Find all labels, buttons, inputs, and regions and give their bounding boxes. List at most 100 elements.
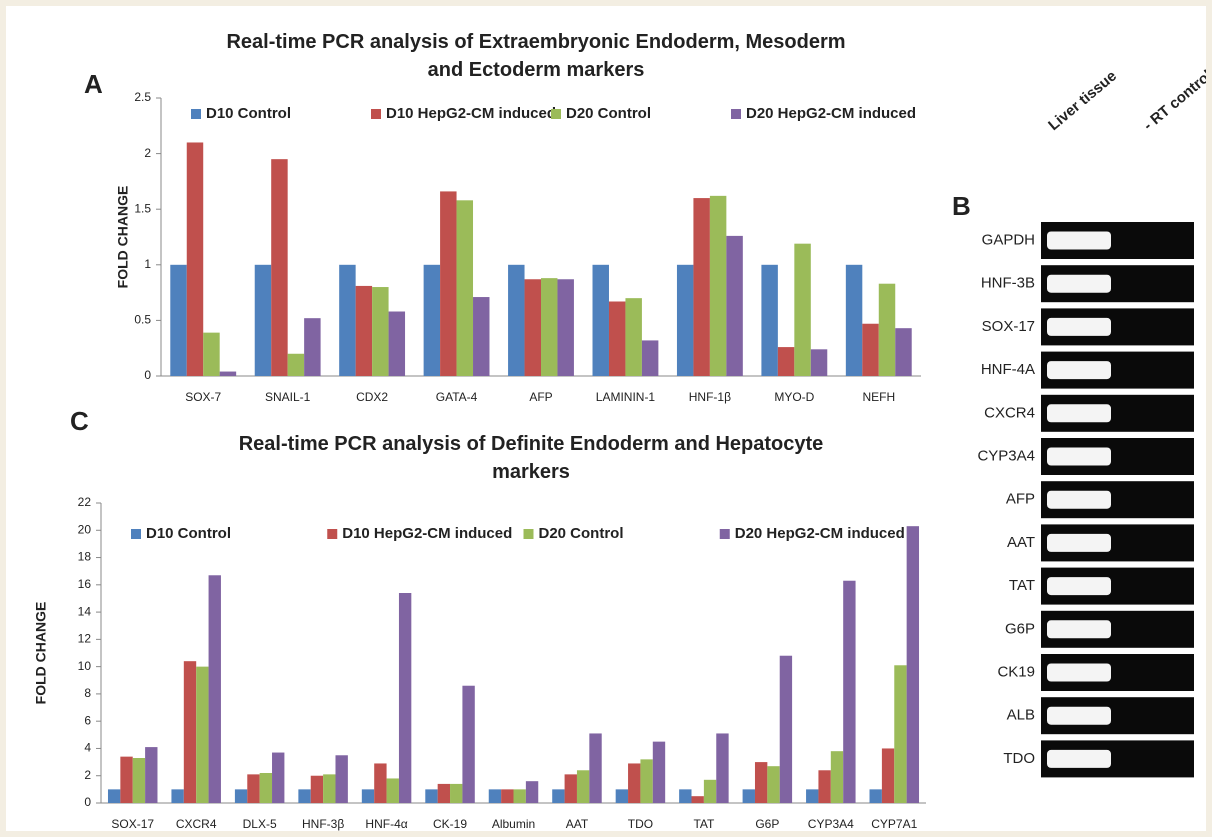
gel-row-label: ALB — [1007, 707, 1035, 724]
x-tick-label: MYO-D — [774, 390, 814, 404]
gel-band — [1047, 448, 1111, 466]
bar — [794, 244, 810, 376]
bar — [304, 318, 320, 376]
x-tick-label: GATA-4 — [436, 390, 478, 404]
legend-swatch — [524, 529, 534, 539]
gel-row-label: SOX-17 — [982, 318, 1035, 335]
bar — [628, 763, 640, 803]
bar — [640, 759, 652, 803]
bar — [526, 781, 538, 803]
panel-label: C — [70, 406, 89, 436]
bar — [743, 789, 755, 803]
bar — [541, 278, 557, 376]
y-tick-label: 6 — [84, 713, 91, 727]
bar — [374, 763, 386, 803]
bar — [677, 265, 693, 376]
gel-column-label: - RT control — [1140, 67, 1212, 134]
bar — [145, 747, 157, 803]
bar — [780, 656, 792, 803]
bar — [846, 265, 862, 376]
bar — [209, 575, 221, 803]
gel-row-label: G6P — [1005, 620, 1035, 637]
y-tick-label: 0 — [84, 795, 91, 809]
bar — [171, 789, 183, 803]
x-tick-label: LAMININ-1 — [596, 390, 656, 404]
x-tick-label: NEFH — [862, 390, 895, 404]
gel-band — [1047, 534, 1111, 552]
bar — [557, 279, 573, 376]
bar — [339, 265, 355, 376]
bar — [220, 372, 236, 376]
bar — [616, 789, 628, 803]
bar — [399, 593, 411, 803]
bar — [882, 748, 894, 803]
panel-label: B — [952, 191, 971, 221]
bar — [679, 789, 691, 803]
bar — [170, 265, 186, 376]
gel-band — [1047, 404, 1111, 422]
bar — [196, 667, 208, 803]
bar — [862, 324, 878, 376]
gel-band — [1047, 232, 1111, 250]
x-tick-label: CYP3A4 — [808, 817, 854, 831]
bar — [271, 159, 287, 376]
y-tick-label: 16 — [78, 577, 92, 591]
bar — [806, 789, 818, 803]
y-tick-label: 4 — [84, 741, 91, 755]
bar — [235, 789, 247, 803]
bar — [298, 789, 310, 803]
bar — [288, 354, 304, 376]
bar — [692, 796, 704, 803]
gel-band — [1047, 664, 1111, 682]
x-tick-label: CK-19 — [433, 817, 467, 831]
x-tick-label: TAT — [693, 817, 715, 831]
gel-band — [1047, 750, 1111, 768]
gel-band — [1047, 361, 1111, 379]
gel-band — [1047, 491, 1111, 509]
panel-label: A — [84, 69, 103, 99]
gel-row-label: AFP — [1006, 491, 1035, 508]
bar — [593, 265, 609, 376]
gel-row-label: TDO — [1003, 750, 1035, 767]
gel-row-label: AAT — [1007, 534, 1035, 551]
bar — [831, 751, 843, 803]
legend-label: D20 Control — [539, 525, 624, 542]
bar — [716, 733, 728, 803]
x-tick-label: G6P — [755, 817, 779, 831]
y-tick-label: 2 — [144, 146, 151, 160]
y-tick-label: 2 — [84, 768, 91, 782]
gel-band — [1047, 707, 1111, 725]
bar — [501, 789, 513, 803]
gel-row-label: CXCR4 — [984, 404, 1035, 421]
legend-swatch — [720, 529, 730, 539]
bar — [704, 780, 716, 803]
legend-label: D20 HepG2-CM induced — [735, 525, 905, 542]
bar — [247, 774, 259, 803]
bar — [552, 789, 564, 803]
gel-row-label: CYP3A4 — [977, 447, 1035, 464]
legend-swatch — [371, 109, 381, 119]
bar — [818, 770, 830, 803]
legend-label: D20 HepG2-CM induced — [746, 105, 916, 122]
bar — [508, 265, 524, 376]
y-tick-label: 1 — [144, 257, 151, 271]
bar — [625, 298, 641, 376]
bar — [389, 312, 405, 376]
bar — [514, 789, 526, 803]
bar — [120, 757, 132, 803]
bar — [323, 774, 335, 803]
bar — [642, 340, 658, 376]
bar — [457, 200, 473, 376]
bar — [311, 776, 323, 803]
y-tick-label: 12 — [78, 632, 92, 646]
legend-swatch — [731, 109, 741, 119]
x-tick-label: CDX2 — [356, 390, 388, 404]
bar — [489, 789, 501, 803]
x-tick-label: SNAIL-1 — [265, 390, 311, 404]
gel-column-label: Liver tissue — [1045, 67, 1120, 134]
bar — [589, 733, 601, 803]
gel-row-label: GAPDH — [982, 231, 1035, 248]
bar — [272, 753, 284, 803]
bar — [870, 789, 882, 803]
